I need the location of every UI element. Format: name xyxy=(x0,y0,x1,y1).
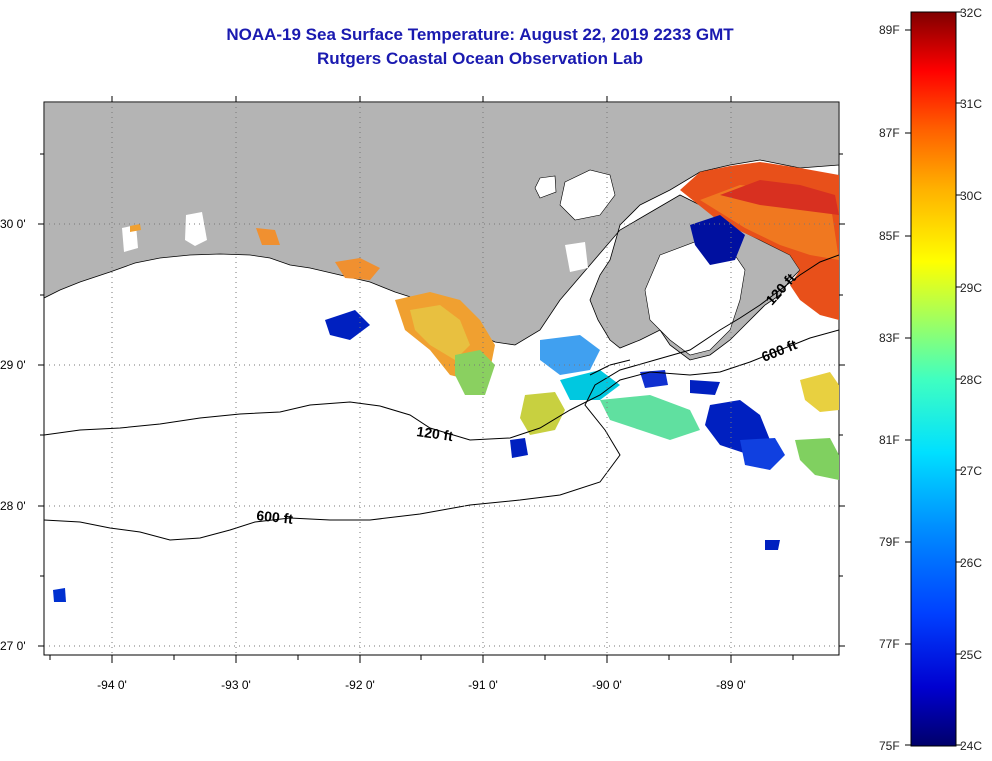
sst-patches xyxy=(53,162,839,602)
cloud-mask xyxy=(559,169,616,221)
lat-label: 30 0' xyxy=(0,217,26,231)
lon-label: -92 0' xyxy=(345,678,375,692)
colorbar-c-label: 31C xyxy=(960,97,982,111)
colorbar-f-label: 75F xyxy=(879,739,900,753)
cloud-mask xyxy=(565,242,588,272)
colorbar xyxy=(910,11,957,747)
contour-label-600ft: 600 ft xyxy=(256,507,294,527)
lon-label: -90 0' xyxy=(592,678,622,692)
colorbar-c-label: 27C xyxy=(960,464,982,478)
cloud-mask xyxy=(122,225,138,252)
cloud-mask xyxy=(534,175,557,199)
colorbar-c-label: 30C xyxy=(960,189,982,203)
lat-label: 29 0' xyxy=(0,358,26,372)
frame-ticks xyxy=(38,96,845,663)
lon-label: -89 0' xyxy=(716,678,746,692)
lat-label: 27 0' xyxy=(0,639,26,653)
colorbar-f-label: 89F xyxy=(879,23,900,37)
lon-label: -91 0' xyxy=(468,678,498,692)
map-title: NOAA-19 Sea Surface Temperature: August … xyxy=(226,25,734,44)
colorbar-c-label: 26C xyxy=(960,556,982,570)
colorbar-c-label: 28C xyxy=(960,373,982,387)
contour-120ft xyxy=(44,329,839,441)
colorbar-ticks xyxy=(905,11,962,746)
lon-label: -94 0' xyxy=(97,678,127,692)
colorbar-f-label: 85F xyxy=(879,229,900,243)
colorbar-c-label: 32C xyxy=(960,6,982,20)
colorbar-f-label: 87F xyxy=(879,126,900,140)
colorbar-f-label: 79F xyxy=(879,535,900,549)
cloud-mask xyxy=(185,212,207,246)
colorbar-c-label: 25C xyxy=(960,648,982,662)
contour-600ft xyxy=(44,254,839,541)
colorbar-f-label: 81F xyxy=(879,433,900,447)
map-subtitle: Rutgers Coastal Ocean Observation Lab xyxy=(317,49,643,68)
lon-label: -93 0' xyxy=(221,678,251,692)
graticule xyxy=(44,102,839,655)
colorbar-f-label: 83F xyxy=(879,331,900,345)
lat-label: 28 0' xyxy=(0,499,26,513)
contour-label-120ft: 120 ft xyxy=(416,423,455,444)
colorbar-c-label: 29C xyxy=(960,281,982,295)
colorbar-f-label: 77F xyxy=(879,637,900,651)
colorbar-c-label: 24C xyxy=(960,739,982,753)
